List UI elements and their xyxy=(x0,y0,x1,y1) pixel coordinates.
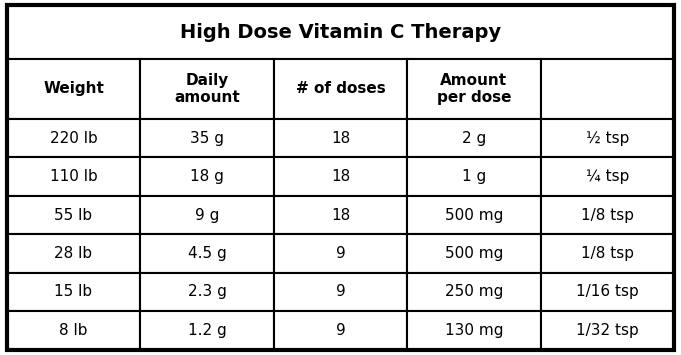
Bar xyxy=(7,311,140,350)
Text: 9: 9 xyxy=(336,284,345,300)
Text: 2 g: 2 g xyxy=(462,131,486,146)
Bar xyxy=(140,59,274,119)
Text: 500 mg: 500 mg xyxy=(445,208,503,223)
Text: 35 g: 35 g xyxy=(190,131,224,146)
Bar xyxy=(407,59,541,119)
Text: Daily
amount: Daily amount xyxy=(174,73,240,105)
Bar xyxy=(140,119,274,157)
Text: 18 g: 18 g xyxy=(190,169,224,184)
Bar xyxy=(407,311,541,350)
Bar xyxy=(407,234,541,273)
Bar xyxy=(541,273,674,311)
Text: 110 lb: 110 lb xyxy=(50,169,97,184)
Text: 9 g: 9 g xyxy=(195,208,219,223)
Text: 1 g: 1 g xyxy=(462,169,486,184)
Bar xyxy=(274,119,407,157)
Bar xyxy=(541,196,674,234)
Bar xyxy=(541,119,674,157)
Text: 130 mg: 130 mg xyxy=(445,323,503,338)
Text: # of doses: # of doses xyxy=(296,81,385,96)
Text: Weight: Weight xyxy=(43,81,104,96)
Bar xyxy=(7,234,140,273)
Text: 250 mg: 250 mg xyxy=(445,284,503,300)
Text: 18: 18 xyxy=(331,169,350,184)
Text: 1/8 tsp: 1/8 tsp xyxy=(581,208,634,223)
Bar xyxy=(274,196,407,234)
Bar xyxy=(140,196,274,234)
Bar xyxy=(140,311,274,350)
Bar xyxy=(7,5,674,59)
Bar xyxy=(140,273,274,311)
Text: 8 lb: 8 lb xyxy=(59,323,88,338)
Bar xyxy=(7,273,140,311)
Bar xyxy=(274,273,407,311)
Text: 500 mg: 500 mg xyxy=(445,246,503,261)
Bar xyxy=(407,196,541,234)
Text: Amount
per dose: Amount per dose xyxy=(437,73,511,105)
Text: 220 lb: 220 lb xyxy=(50,131,97,146)
Text: 2.3 g: 2.3 g xyxy=(187,284,227,300)
Bar xyxy=(541,59,674,119)
Text: 9: 9 xyxy=(336,323,345,338)
Bar xyxy=(140,234,274,273)
Text: 15 lb: 15 lb xyxy=(54,284,93,300)
Text: 18: 18 xyxy=(331,131,350,146)
Bar xyxy=(140,157,274,196)
Text: 1.2 g: 1.2 g xyxy=(188,323,226,338)
Text: 1/16 tsp: 1/16 tsp xyxy=(576,284,639,300)
Text: 28 lb: 28 lb xyxy=(54,246,93,261)
Text: 9: 9 xyxy=(336,246,345,261)
Text: 18: 18 xyxy=(331,208,350,223)
Bar xyxy=(541,311,674,350)
Text: 55 lb: 55 lb xyxy=(54,208,93,223)
Bar xyxy=(274,234,407,273)
Text: ½ tsp: ½ tsp xyxy=(586,131,629,146)
Bar xyxy=(7,196,140,234)
Text: 1/8 tsp: 1/8 tsp xyxy=(581,246,634,261)
Bar xyxy=(274,311,407,350)
Bar xyxy=(274,59,407,119)
Bar xyxy=(541,234,674,273)
Text: High Dose Vitamin C Therapy: High Dose Vitamin C Therapy xyxy=(180,22,501,42)
Text: 1/32 tsp: 1/32 tsp xyxy=(576,323,639,338)
Bar xyxy=(541,157,674,196)
Bar xyxy=(7,157,140,196)
Bar xyxy=(7,59,140,119)
Bar xyxy=(407,119,541,157)
Text: 4.5 g: 4.5 g xyxy=(188,246,226,261)
Bar xyxy=(407,157,541,196)
Bar xyxy=(274,157,407,196)
Bar xyxy=(407,273,541,311)
Text: ¼ tsp: ¼ tsp xyxy=(586,169,629,184)
Bar xyxy=(7,119,140,157)
